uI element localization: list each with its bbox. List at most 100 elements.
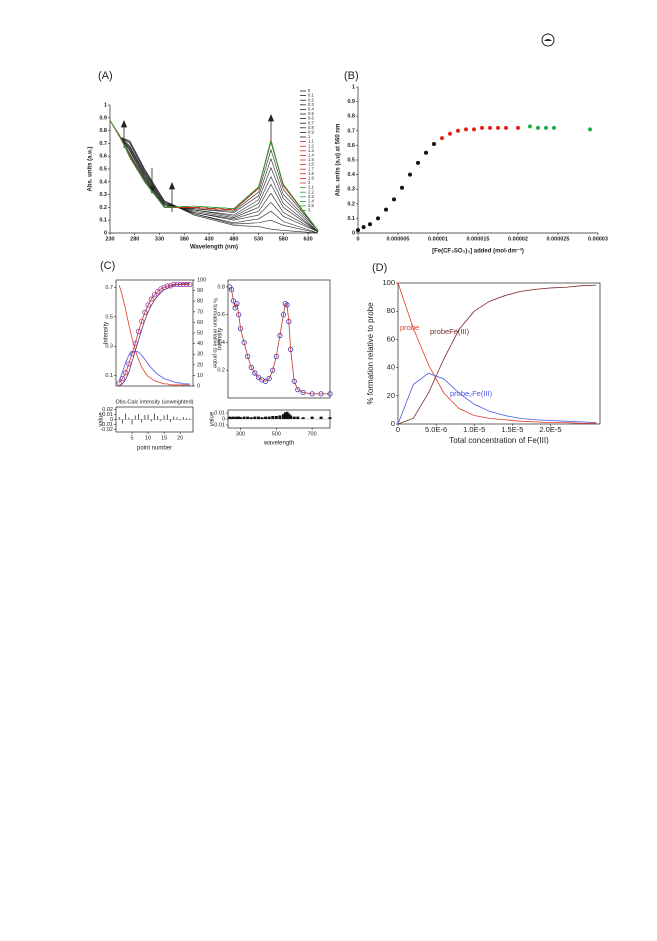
y-tick-label: 0 [391, 419, 395, 428]
data-point [142, 309, 148, 315]
y-tick-label: 0.3 [347, 187, 355, 193]
y-tick-label: 100 [382, 278, 395, 287]
data-point [516, 125, 520, 130]
x-tick-label: 0.000005 [387, 236, 410, 242]
data-point [408, 172, 412, 177]
legend-label: 2.3 [308, 194, 314, 199]
y2-tick-label: 40 [197, 341, 203, 347]
plot-frame [397, 282, 601, 425]
y-axis-label: Abs. units (a.u) at 560 nm [336, 124, 342, 197]
legend-label: 1.2 [308, 143, 314, 148]
series-line [397, 284, 597, 425]
x-axis-label: Total concentration of Fe(III) [449, 436, 549, 445]
y-tick-label: 40 [387, 363, 395, 372]
y2-axis-label: % formation relative to probe [212, 298, 218, 368]
y2-tick-label: 50 [197, 330, 203, 336]
legend-label: 1.4 [308, 153, 314, 158]
panel: (A)230 280 330 380 430 480 530 580 63000.10.20.3… [88, 70, 319, 251]
y-tick-label: 0.7 [105, 285, 113, 291]
y-axis-label: value [99, 412, 105, 427]
data-point [135, 328, 142, 335]
legend-label: 0.8 [308, 125, 314, 130]
legend-label: 0 [308, 88, 311, 93]
data-point [295, 387, 301, 393]
y2-tick-label: 100 [197, 277, 206, 283]
y-tick-label: 0.1 [105, 373, 113, 379]
y-tick-label: 0.5 [99, 166, 107, 172]
panel: Obs-Calc intensity (unweighted) 5 10 15 20 0.… [99, 399, 194, 451]
data-point [424, 150, 428, 155]
x-tick-label: 580 [279, 236, 288, 242]
y-tick-label: 0.4 [217, 340, 225, 346]
y2-tick-label: 20 [197, 362, 203, 368]
panel: (B) 0 0.000005 0.00001 0.000015 0.00002 0.0000… [336, 70, 608, 255]
data-point [255, 374, 262, 380]
data-point [440, 136, 444, 141]
y-tick-label: 0.7 [99, 141, 107, 147]
data-point [376, 216, 380, 221]
legend-label: 1.6 [308, 162, 314, 167]
data-point [151, 292, 158, 298]
x-tick-label: 500 [272, 431, 281, 437]
series-line [109, 120, 319, 232]
data-point [248, 364, 254, 371]
x-tick-label: 1.0E-5 [463, 425, 485, 434]
data-point [270, 367, 276, 373]
y-tick-label: 0.9 [347, 99, 355, 105]
data-point [392, 197, 396, 202]
y2-tick-label: 60 [197, 320, 203, 326]
data-point [241, 339, 247, 346]
x-tick-label: 0.00003 [588, 236, 608, 242]
legend-label: 0.2 [308, 97, 314, 102]
y-tick-label: 0.3 [99, 192, 107, 198]
x-tick-label: 700 [308, 431, 317, 437]
series-line [109, 120, 319, 232]
data-point [472, 127, 476, 132]
y-tick-label: 0.1 [99, 218, 107, 224]
x-tick-label: 20 [177, 435, 183, 441]
legend-label: 2.4 [308, 199, 314, 204]
legend-label: 1 [308, 134, 311, 139]
series-line [109, 120, 319, 234]
y-tick-label: 1 [104, 102, 107, 108]
x-tick-label: 1.5E-5 [501, 425, 523, 434]
x-axis-label: Wavelength (nm) [190, 245, 238, 251]
x-tick-label: 0.00001 [428, 236, 448, 242]
y-axis-label: Intensity [104, 322, 110, 344]
y2-tick-label: 80 [197, 299, 203, 305]
publisher-icon [541, 33, 555, 47]
y-axis-label: Abs. units (a.u.) [88, 146, 94, 191]
x-tick-label: 430 [204, 236, 213, 242]
legend-label: 1.7 [308, 166, 314, 171]
data-point [528, 124, 532, 129]
x-tick-label: 300 [236, 431, 245, 437]
data-point [544, 125, 548, 130]
data-point [368, 222, 372, 227]
series-label: probe₂Fe(III) [450, 389, 493, 398]
y2-tick-label: 70 [197, 309, 203, 315]
series-line [109, 120, 319, 231]
legend-label: 1.3 [308, 148, 314, 153]
x-tick-label: 5.0E-6 [425, 425, 447, 434]
legend-label: 1.1 [308, 139, 314, 144]
data-point [361, 225, 366, 230]
x-tick-label: 380 [180, 236, 189, 242]
panel: (D) 0 5.0E-6 1.0E-5 1.5E-5 2.0E-5 0 20 40 60 80 100… [366, 262, 601, 445]
y-axis-label: value [210, 411, 216, 426]
y-tick-label: 0.7 [347, 128, 355, 134]
data-point [536, 125, 540, 130]
x-tick-label: 0.00002 [508, 236, 528, 242]
data-point [158, 286, 164, 292]
legend-label: 1.8 [308, 171, 314, 176]
data-point [588, 127, 592, 132]
x-tick-label: 2.0E-5 [539, 425, 561, 434]
x-tick-label: 630 [304, 236, 313, 242]
legend-label: 0.4 [308, 107, 314, 112]
x-tick-label: 330 [155, 236, 164, 242]
y-tick-label: 0.8 [347, 114, 355, 120]
data-point [123, 370, 129, 376]
x-tick-label: 0 [356, 236, 359, 242]
data-point [480, 125, 484, 130]
y2-tick-label: 30 [197, 352, 203, 358]
x-tick-label: 5 [131, 435, 134, 441]
